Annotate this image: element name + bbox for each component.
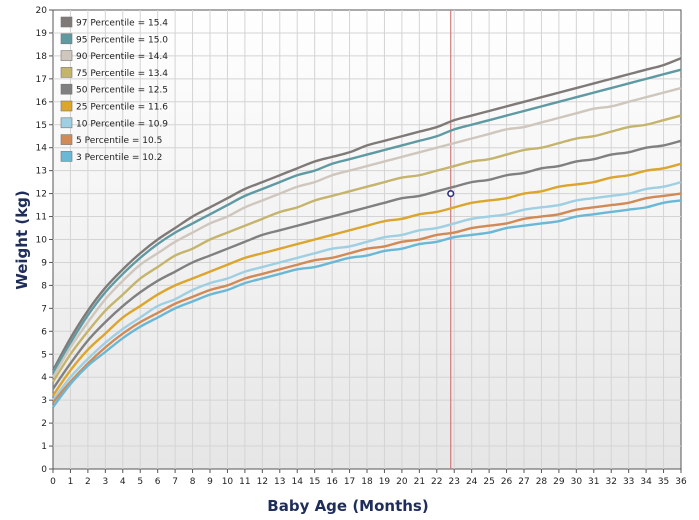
x-tick-label: 27 [518, 477, 529, 487]
x-tick-label: 5 [137, 477, 143, 487]
y-tick-label: 17 [36, 75, 47, 85]
y-tick-label: 14 [36, 144, 48, 154]
y-tick-label: 3 [41, 396, 47, 406]
x-tick-label: 3 [102, 477, 108, 487]
x-tick-label: 16 [326, 477, 338, 487]
percentile-line [52, 199, 682, 408]
percentile-line [52, 180, 682, 401]
y-tick-label: 16 [36, 98, 48, 108]
x-tick-label: 7 [172, 477, 178, 487]
legend-label: 3 Percentile = 10.2 [76, 153, 162, 163]
legend-swatch [60, 33, 73, 45]
legend-swatch [60, 16, 73, 28]
y-tick-label: 12 [36, 190, 47, 200]
x-axis-title: Baby Age (Months) [267, 497, 428, 515]
x-tick-label: 25 [483, 477, 494, 487]
x-tick-label: 20 [396, 477, 408, 487]
grid-lines [49, 9, 682, 473]
x-tick-label: 23 [448, 477, 459, 487]
legend: 97 Percentile = 15.4 95 Percentile = 15.0… [60, 16, 168, 163]
measurement-point[interactable] [447, 190, 455, 198]
x-tick-label: 15 [309, 477, 320, 487]
x-tick-label: 2 [85, 477, 91, 487]
x-tick-label: 8 [190, 477, 196, 487]
x-tick-label: 36 [675, 477, 687, 487]
legend-label: 50 Percentile = 12.5 [76, 86, 168, 96]
x-tick-label: 0 [50, 477, 56, 487]
percentile-line [52, 139, 682, 390]
percentile-line [52, 162, 682, 397]
x-tick-label: 31 [588, 477, 599, 487]
x-tick-label: 26 [501, 477, 513, 487]
percentile-line [51, 57, 682, 371]
percentile-line [52, 192, 682, 404]
legend-swatch [60, 100, 73, 112]
x-tick-label: 9 [207, 477, 213, 487]
legend-swatch [60, 67, 73, 78]
x-tick-label: 30 [571, 477, 583, 487]
y-tick-label: 7 [41, 304, 47, 314]
y-tick-label: 6 [41, 327, 47, 337]
legend-swatch [60, 83, 73, 95]
legend-swatch [60, 50, 73, 61]
y-tick-label: 9 [41, 258, 47, 268]
y-tick-label: 8 [41, 281, 47, 291]
x-tick-label: 28 [536, 477, 548, 487]
x-tick-label: 14 [291, 477, 303, 487]
x-tick-label: 4 [120, 477, 126, 487]
x-tick-label: 11 [239, 477, 250, 487]
legend-label: 75 Percentile = 13.4 [76, 69, 168, 79]
percentile-lines [51, 57, 682, 408]
y-tick-label: 18 [36, 52, 48, 62]
legend-label: 95 Percentile = 15.0 [76, 35, 168, 45]
legend-swatch [60, 134, 73, 145]
y-axis-title: Weight (kg) [13, 190, 31, 290]
measurement-point-group [447, 190, 455, 198]
x-tick-label: 22 [431, 477, 442, 487]
x-tick-label: 21 [414, 477, 425, 487]
y-tick-label: 1 [41, 442, 47, 452]
x-tick-label: 13 [274, 477, 285, 487]
legend-label: 5 Percentile = 10.5 [76, 136, 162, 146]
x-tick-label: 12 [257, 477, 268, 487]
x-tick-label: 35 [658, 477, 669, 487]
y-tick-label: 13 [36, 167, 47, 177]
legend-swatch [60, 117, 73, 129]
y-tick-label: 4 [41, 373, 47, 383]
x-tick-label: 24 [466, 477, 478, 487]
y-tick-label: 20 [36, 6, 48, 16]
percentile-line [51, 86, 682, 378]
percentile-line [51, 114, 682, 383]
x-tick-label: 33 [623, 477, 634, 487]
legend-label: 90 Percentile = 14.4 [76, 52, 168, 62]
legend-label: 10 Percentile = 10.9 [76, 119, 168, 129]
x-tick-label: 17 [344, 477, 355, 487]
legend-label: 25 Percentile = 11.6 [76, 103, 168, 113]
x-tick-label: 34 [640, 477, 652, 487]
legend-label: 97 Percentile = 15.4 [76, 19, 168, 29]
y-tick-label: 2 [41, 419, 47, 429]
x-tick-label: 10 [222, 477, 234, 487]
percentile-line [51, 68, 682, 374]
x-tick-label: 19 [379, 477, 391, 487]
y-tick-label: 11 [36, 213, 47, 223]
y-tick-label: 19 [36, 29, 48, 39]
y-tick-label: 15 [36, 121, 47, 131]
x-tick-labels: 0 1 2 3 4 5 6 7 8 9 10 11 12 13 14 15 16 17 18 19 20 21 22 23 24… [50, 477, 687, 487]
y-tick-label: 10 [36, 236, 48, 246]
x-tick-label: 1 [68, 477, 74, 487]
x-tick-label: 18 [361, 477, 373, 487]
y-tick-label: 5 [41, 350, 47, 360]
y-tick-label: 0 [41, 465, 47, 475]
legend-swatch [60, 151, 73, 162]
x-tick-label: 32 [605, 477, 616, 487]
x-tick-label: 29 [553, 477, 565, 487]
x-tick-label: 6 [155, 477, 161, 487]
